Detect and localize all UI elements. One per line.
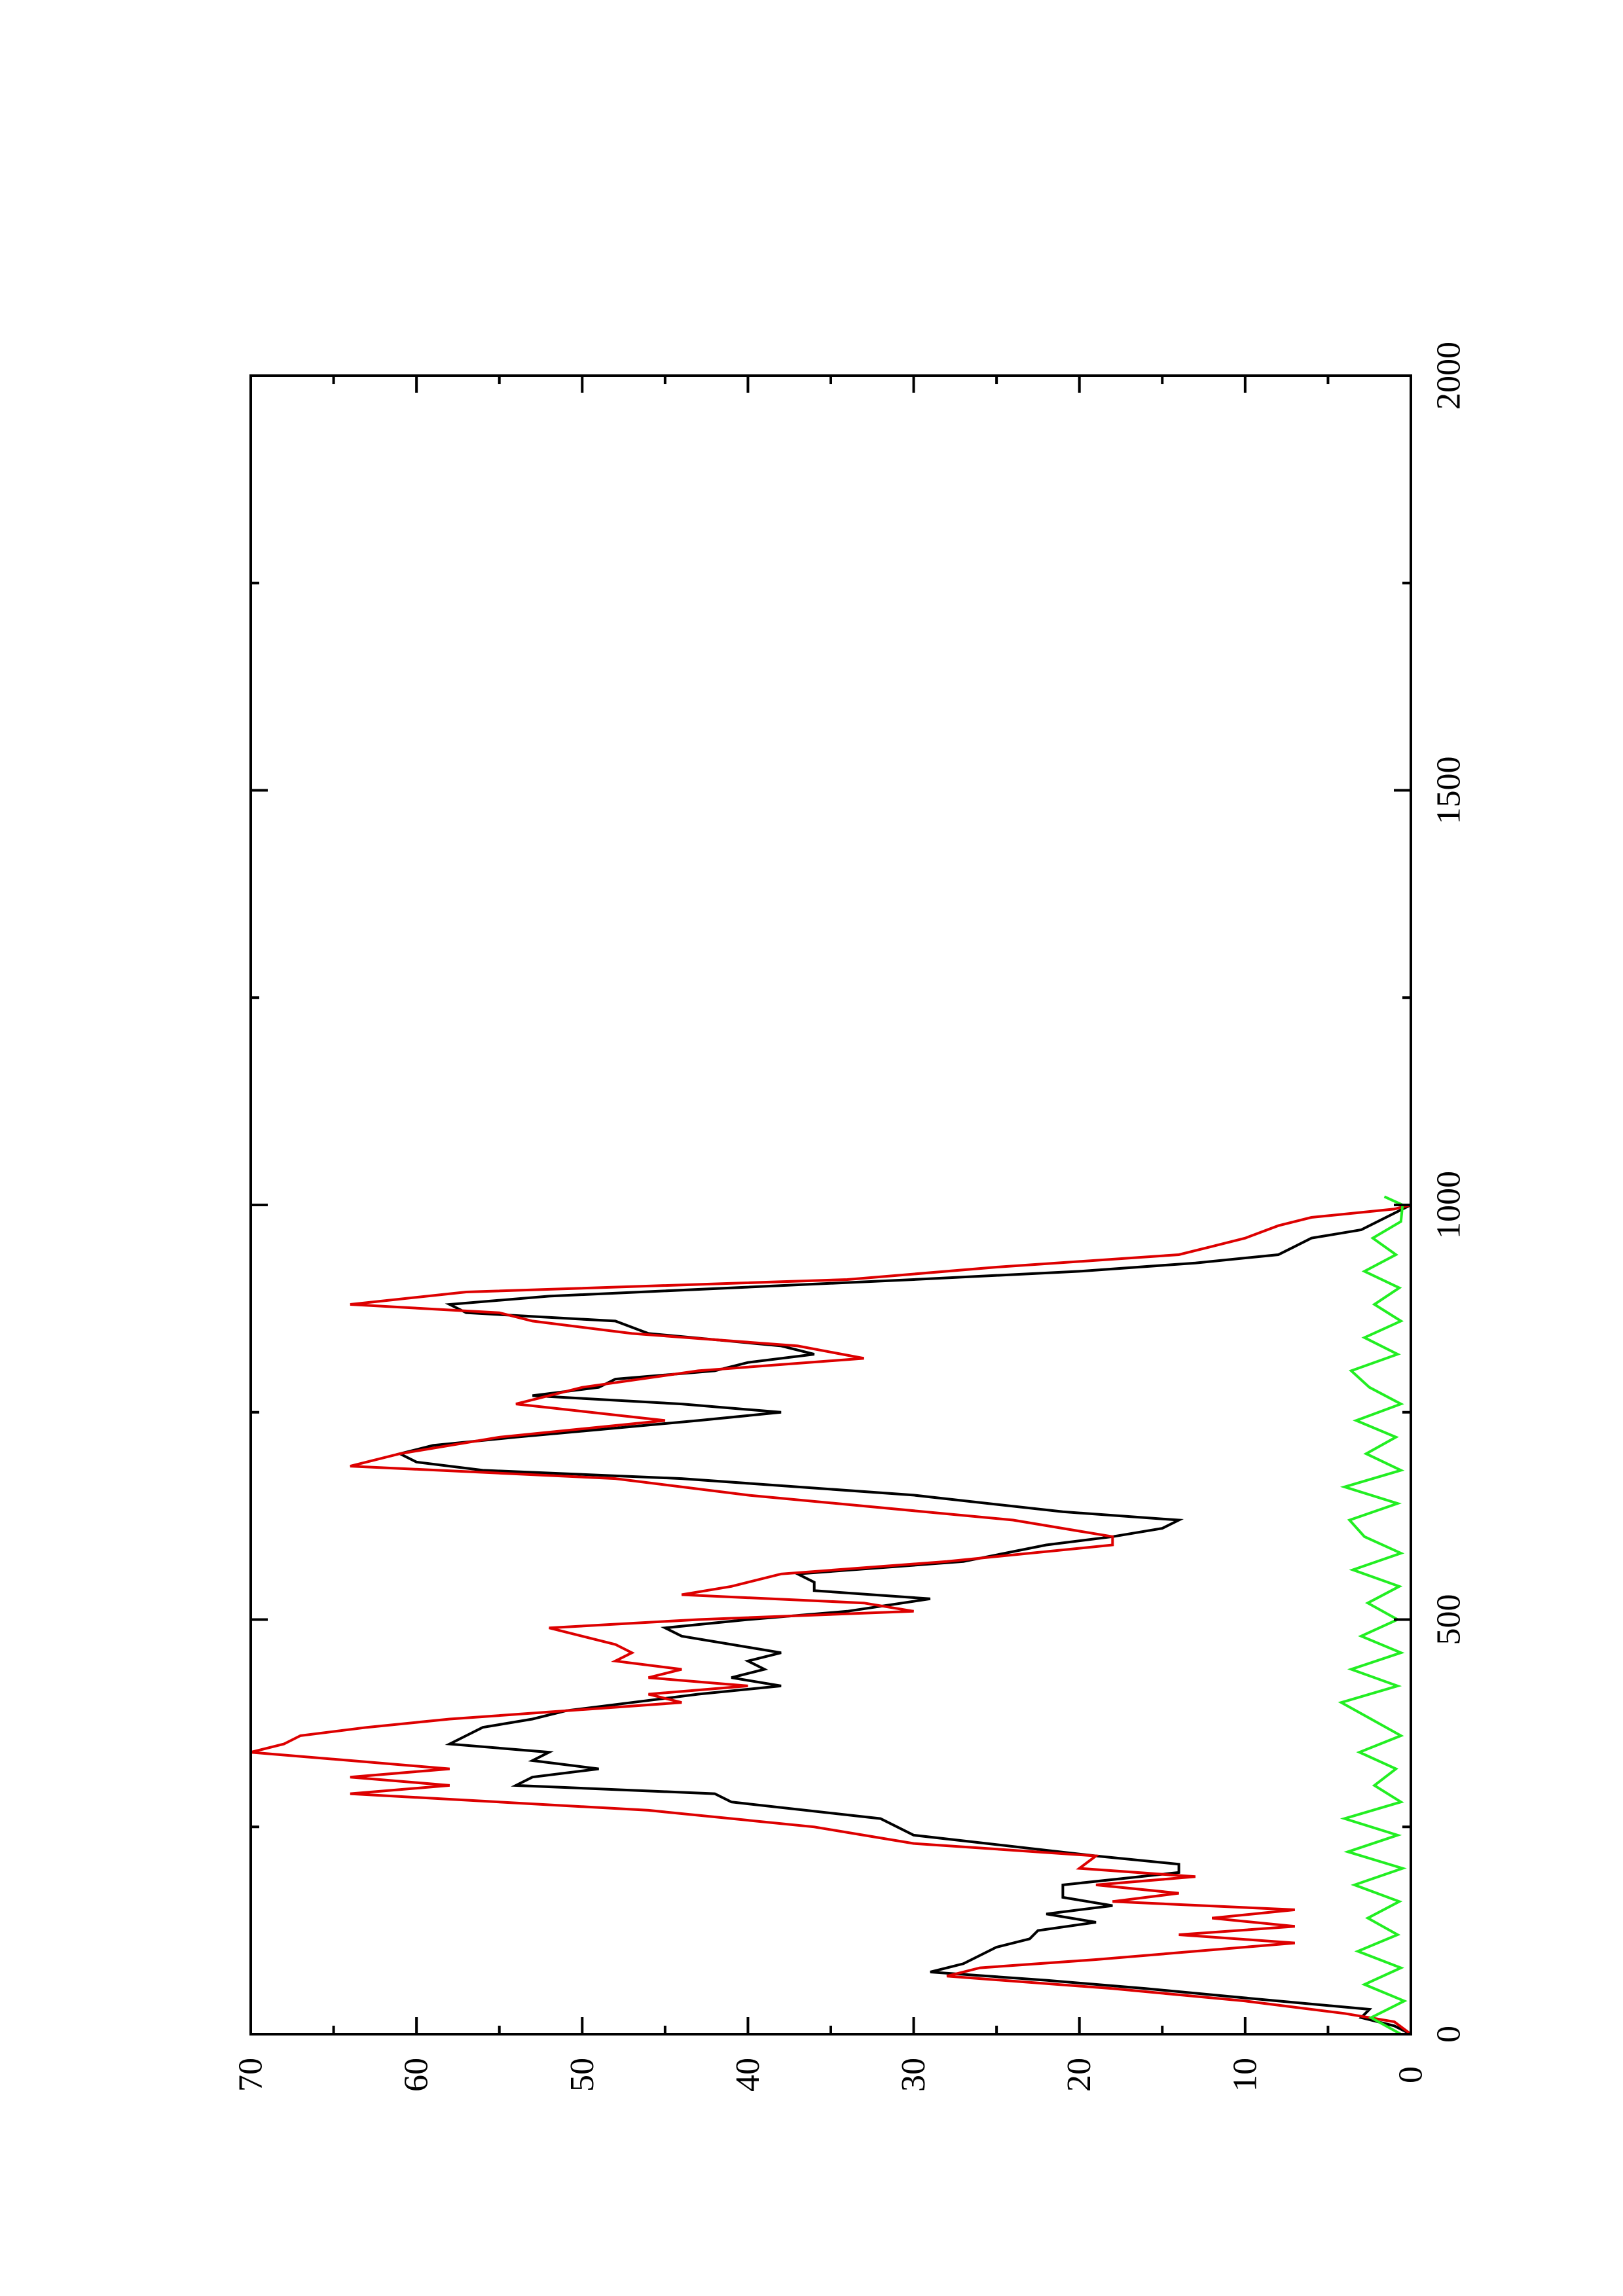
- y-tick-label: 20: [1061, 2058, 1098, 2092]
- plot-frame: [249, 374, 1412, 2036]
- axis-ticks: [249, 374, 1412, 2036]
- y-tick-label: 50: [564, 2058, 601, 2092]
- y-tick-label: 0: [1393, 2066, 1430, 2083]
- x-tick-label: 1500: [1431, 757, 1468, 825]
- series-line-2: [250, 1204, 1412, 2036]
- x-tick-label: 0: [1431, 2026, 1468, 2043]
- series-layer: [250, 1195, 1412, 2036]
- y-tick-label: 60: [398, 2058, 435, 2092]
- y-tick-label: 70: [232, 2058, 270, 2092]
- series-line-1: [396, 1204, 1412, 2036]
- x-tick-label: 1000: [1431, 1171, 1468, 1239]
- axis-tick-labels: 0 500 1000 1500 2000 0 10 20 30 40 50 60 70: [232, 342, 1468, 2092]
- y-tick-label: 30: [895, 2058, 932, 2092]
- series-line-3: [1338, 1195, 1408, 2036]
- x-tick-label: 500: [1431, 1594, 1468, 1645]
- y-tick-label: 40: [729, 2058, 767, 2092]
- y-tick-label: 10: [1226, 2058, 1264, 2092]
- x-tick-label: 2000: [1431, 342, 1468, 410]
